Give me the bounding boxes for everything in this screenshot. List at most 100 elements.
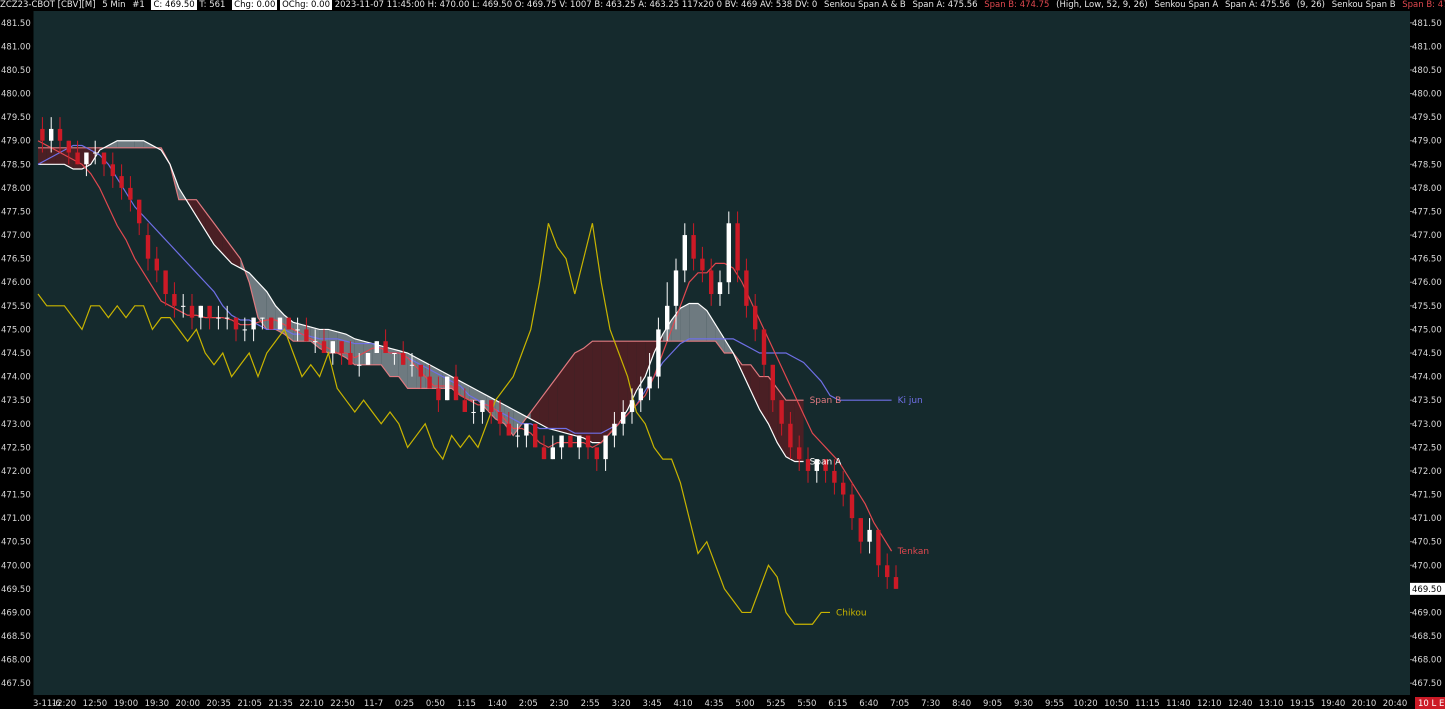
left-price-axis[interactable]: [0, 11, 33, 695]
candle-body: [163, 270, 168, 295]
time-tick: 7:30: [921, 699, 940, 709]
price-tick-left: 469.00: [1, 608, 31, 618]
price-tick-left: 477.00: [1, 231, 31, 241]
candle-body: [832, 470, 837, 483]
candle-body: [242, 329, 247, 331]
study-senkou-a-params: (9, 26): [1296, 0, 1325, 10]
cloud-segment: [354, 338, 364, 365]
time-tick: 20:00: [176, 699, 201, 709]
time-tick: 5:50: [797, 699, 816, 709]
time-tick: 4:10: [673, 699, 692, 709]
time-tick: 20:40: [1383, 699, 1408, 709]
candle-body: [137, 199, 142, 224]
candle-body: [427, 376, 432, 389]
cloud-segment: [601, 341, 610, 443]
study-senkou-ab-name[interactable]: Senkou Span A & B: [824, 0, 906, 10]
candle-body: [577, 435, 582, 448]
time-axis[interactable]: [0, 695, 1445, 709]
price-tick-left: 472.00: [1, 467, 31, 477]
candle-body: [40, 128, 45, 141]
candle-body: [313, 341, 318, 343]
price-tick-left: 468.50: [1, 632, 31, 642]
price-tick-right: 478.00: [1412, 184, 1442, 194]
candle-body: [225, 317, 230, 319]
price-tick-right: 473.00: [1412, 420, 1442, 430]
candle-body: [84, 152, 89, 165]
time-tick: 2:05: [519, 699, 538, 709]
candle-body: [893, 577, 899, 589]
candle-body: [682, 235, 687, 271]
candle-body: [392, 353, 397, 354]
price-tick-right: 472.50: [1412, 443, 1442, 453]
time-tick: 4:35: [704, 699, 723, 709]
candle-body: [629, 400, 635, 412]
change-label: Chg: 0.00: [232, 0, 278, 10]
candle-body: [321, 341, 327, 353]
candle-body: [330, 341, 335, 353]
study-senkou-b-value: Span B: 474.75: [1402, 0, 1445, 10]
price-tick-right: 470.50: [1412, 538, 1442, 548]
candle-body: [656, 329, 661, 377]
candle-body: [726, 223, 731, 283]
price-tick-right: 468.00: [1412, 656, 1442, 666]
time-tick: 10:50: [1104, 699, 1129, 709]
time-tick: 21:05: [237, 699, 262, 709]
price-tick-left: 470.50: [1, 538, 31, 548]
right-price-axis[interactable]: [1410, 11, 1445, 695]
bottom-right-tag[interactable]: 10 L E: [1418, 699, 1444, 709]
price-tick-left: 472.50: [1, 443, 31, 453]
candle-body: [568, 435, 573, 448]
last-price-tag-bg: [1410, 582, 1445, 595]
price-tick-right: 474.00: [1412, 373, 1442, 383]
candle-body: [735, 223, 740, 271]
time-tick: 6:15: [828, 699, 847, 709]
candle-body: [541, 447, 547, 460]
close-price-label: C: 469.50: [151, 0, 197, 10]
cloud-segment: [680, 303, 690, 342]
cloud-segment: [698, 303, 707, 342]
candle-body: [216, 317, 221, 319]
candle-body: [550, 447, 555, 460]
candle-body: [594, 447, 599, 460]
candle-body: [445, 376, 450, 401]
interval-label[interactable]: 5 Min: [102, 0, 126, 10]
time-tick: 22:50: [330, 699, 355, 709]
candle-body: [779, 400, 784, 424]
candle-body: [128, 187, 133, 200]
candle-body: [471, 411, 476, 413]
candle-body: [418, 364, 423, 377]
price-tick-right: 481.00: [1412, 42, 1442, 52]
candle-body: [119, 176, 124, 188]
study-senkou-b-name[interactable]: Senkou Span B: [1331, 0, 1396, 10]
study-senkou-ab-params: (High, Low, 52, 9, 26): [1056, 0, 1148, 10]
study-senkou-a-name[interactable]: Senkou Span A: [1154, 0, 1219, 10]
kijun-label: Ki jun: [898, 396, 923, 406]
price-tick-left: 477.50: [1, 207, 31, 217]
price-tick-left: 469.50: [1, 585, 31, 595]
price-tick-left: 473.50: [1, 396, 31, 406]
price-tick-left: 478.00: [1, 184, 31, 194]
time-tick: 1:15: [457, 699, 476, 709]
candle-body: [691, 235, 696, 259]
price-tick-right: 475.50: [1412, 302, 1442, 312]
price-tick-right: 479.00: [1412, 137, 1442, 147]
candle-body: [207, 305, 212, 318]
candle-body: [453, 376, 459, 401]
candle-body: [814, 459, 819, 471]
candle-body: [401, 353, 406, 365]
candle-body: [339, 341, 344, 353]
candle-body: [110, 164, 115, 177]
time-tick: 22:10: [299, 699, 324, 709]
candle-body: [867, 529, 872, 542]
price-axis-labels: 481.50 481.50 481.00 481.00 480.50 480.50 480.…: [1, 19, 1442, 689]
time-tick: 11:40: [1166, 699, 1191, 709]
time-tick: 11-7: [364, 699, 383, 709]
time-tick: 0:50: [426, 699, 445, 709]
cloud-segment: [539, 388, 549, 429]
symbol-label[interactable]: ZCZ23-CBOT [CBV][M]: [0, 0, 96, 10]
candle-body: [744, 270, 749, 306]
candle-body: [374, 341, 379, 353]
cloud-segment: [583, 341, 593, 443]
candle-body: [559, 435, 564, 448]
